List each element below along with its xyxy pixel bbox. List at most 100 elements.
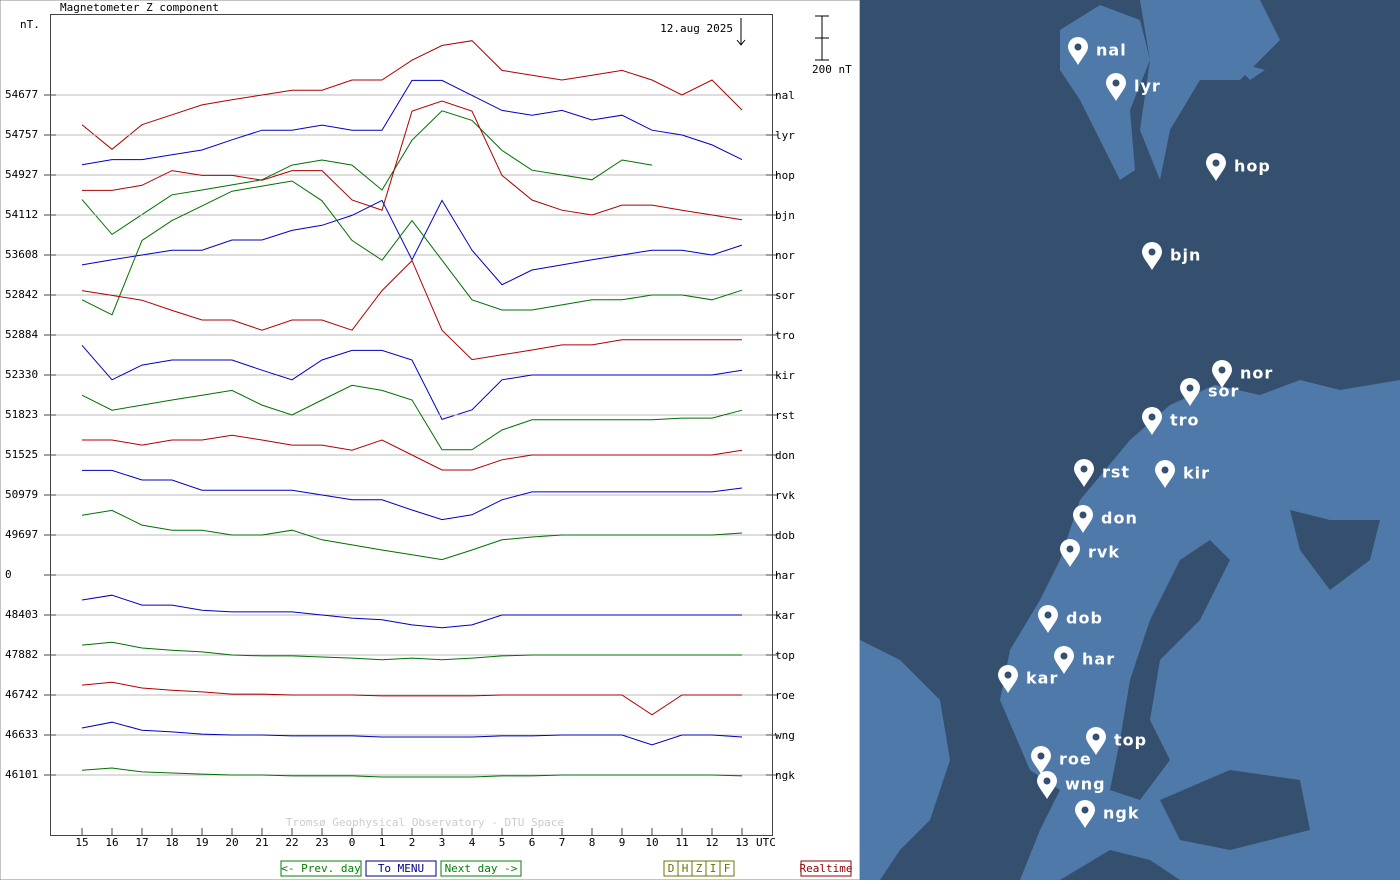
unit-label: nT. xyxy=(20,18,40,31)
x-tick-label: 16 xyxy=(105,836,118,849)
map-marker-dot xyxy=(1043,777,1051,785)
x-tick-label: 2 xyxy=(409,836,416,849)
map-marker-dot xyxy=(1081,806,1089,814)
station-code: wng xyxy=(775,729,795,742)
map-marker-dot xyxy=(1112,79,1120,87)
component-button[interactable] xyxy=(719,860,735,877)
map-marker-label[interactable]: nor xyxy=(1240,364,1273,383)
map-marker[interactable] xyxy=(1060,539,1080,567)
map-marker[interactable] xyxy=(1212,360,1232,388)
station-code: tro xyxy=(775,329,795,342)
prev-day-button[interactable] xyxy=(280,860,362,877)
menu-button-label[interactable]: To MENU xyxy=(378,862,424,875)
trace xyxy=(81,40,743,150)
component-button-label[interactable]: F xyxy=(724,862,731,875)
next-day-button-label[interactable]: Next day -> xyxy=(445,862,518,875)
map-marker[interactable] xyxy=(1075,800,1095,828)
map-marker-label[interactable]: rvk xyxy=(1088,543,1120,562)
map-marker-label[interactable]: top xyxy=(1114,731,1147,750)
x-tick-label: 12 xyxy=(705,836,718,849)
baseline-label: 46633 xyxy=(5,728,38,741)
map-marker[interactable] xyxy=(1074,459,1094,487)
station-code: roe xyxy=(775,689,795,702)
station-code: rst xyxy=(775,409,795,422)
station-code: top xyxy=(775,649,795,662)
component-button-label[interactable]: Z xyxy=(696,862,703,875)
map-marker-label[interactable]: lyr xyxy=(1134,77,1161,96)
map-marker-label[interactable]: don xyxy=(1101,509,1138,528)
prev-day-button-label[interactable]: <- Prev. day xyxy=(281,862,361,875)
trace xyxy=(81,594,742,629)
trace xyxy=(81,344,743,421)
map-marker-label[interactable]: roe xyxy=(1059,750,1092,769)
trace xyxy=(81,79,743,166)
station-code: lyr xyxy=(775,129,795,142)
map-marker[interactable] xyxy=(1031,746,1051,774)
realtime-button-label[interactable]: Realtime xyxy=(800,862,853,875)
x-tick-label: 21 xyxy=(255,836,268,849)
x-tick-label: 19 xyxy=(195,836,208,849)
island xyxy=(1230,60,1265,80)
station-code: ngk xyxy=(775,769,795,782)
component-button-label[interactable]: I xyxy=(710,862,717,875)
map-marker[interactable] xyxy=(1142,242,1162,270)
map-marker[interactable] xyxy=(1073,505,1093,533)
baseline-label: 53608 xyxy=(5,248,38,261)
station-code: sor xyxy=(775,289,795,302)
map-marker-label[interactable]: kar xyxy=(1026,669,1058,688)
map-marker-label[interactable]: hop xyxy=(1234,157,1271,176)
baseline-label: 0 xyxy=(5,568,12,581)
menu-button[interactable] xyxy=(365,860,437,877)
map-marker-label[interactable]: sor xyxy=(1208,382,1239,401)
map-marker-label[interactable]: dob xyxy=(1066,609,1103,628)
map-marker-label[interactable]: bjn xyxy=(1170,246,1201,265)
realtime-button[interactable] xyxy=(800,860,852,877)
trace xyxy=(81,384,743,451)
map-marker-label[interactable]: nal xyxy=(1096,41,1127,60)
station-code: don xyxy=(775,449,795,462)
map-marker[interactable] xyxy=(1038,605,1058,633)
trace xyxy=(81,681,742,716)
next-day-button[interactable] xyxy=(440,860,522,877)
scale-bar-label: 200 nT xyxy=(812,63,852,76)
map-marker-label[interactable]: har xyxy=(1082,650,1115,669)
baseline-label: 48403 xyxy=(5,608,38,621)
map-marker-label[interactable]: rst xyxy=(1102,463,1130,482)
map-marker[interactable] xyxy=(998,665,1018,693)
trace xyxy=(82,469,743,521)
baseline-label: 52842 xyxy=(5,288,38,301)
map-marker[interactable] xyxy=(1180,378,1200,406)
map-marker[interactable] xyxy=(1106,73,1126,101)
component-button-label[interactable]: H xyxy=(682,862,689,875)
x-tick-label: 5 xyxy=(499,836,506,849)
trace xyxy=(81,767,743,778)
watermark: Tromsø Geophysical Observatory - DTU Spa… xyxy=(286,816,564,829)
x-tick-label: 7 xyxy=(559,836,566,849)
map-marker[interactable] xyxy=(1155,460,1175,488)
component-button-label[interactable]: D xyxy=(668,862,675,875)
x-tick-label: 9 xyxy=(619,836,626,849)
map-marker[interactable] xyxy=(1054,646,1074,674)
trace xyxy=(81,259,742,361)
map-marker-label[interactable]: tro xyxy=(1170,411,1200,430)
map-marker[interactable] xyxy=(1206,153,1226,181)
map-marker[interactable] xyxy=(1086,727,1106,755)
scandinavia xyxy=(1000,380,1400,880)
map-marker-dot xyxy=(1066,545,1074,553)
trace xyxy=(81,110,653,236)
map-marker[interactable] xyxy=(1068,37,1088,65)
map-marker-dot xyxy=(1148,413,1156,421)
map-marker-dot xyxy=(1060,652,1068,660)
map-marker[interactable] xyxy=(1037,771,1057,799)
map-marker[interactable] xyxy=(1142,407,1162,435)
svalbard-east xyxy=(1140,0,1280,180)
map-marker-dot xyxy=(1161,466,1169,474)
station-code: nor xyxy=(775,249,795,262)
map-marker-label[interactable]: ngk xyxy=(1103,804,1139,823)
baseline-label: 49697 xyxy=(5,528,38,541)
map-marker-label[interactable]: kir xyxy=(1183,464,1210,483)
map-marker-label[interactable]: wng xyxy=(1065,775,1106,794)
baseline-label: 46742 xyxy=(5,688,38,701)
map-marker-dot xyxy=(1148,248,1156,256)
